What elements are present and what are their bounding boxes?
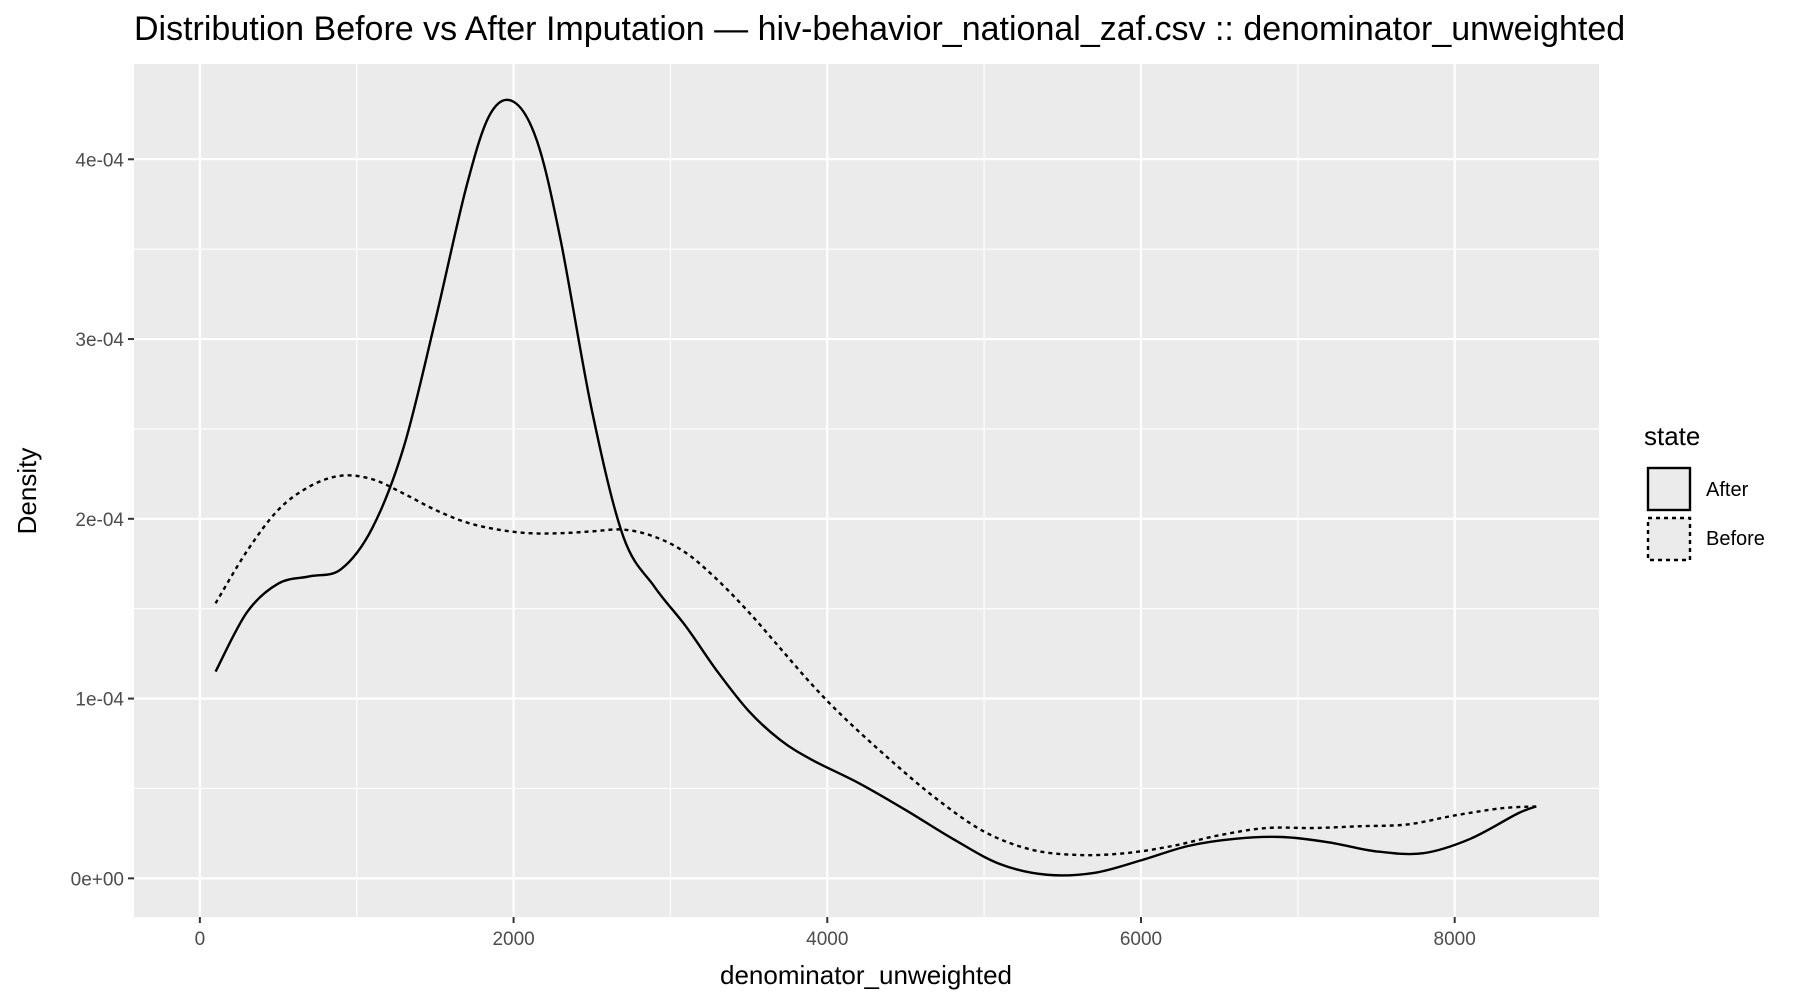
series-lines <box>214 98 1537 877</box>
y-tick-label: 3e-04 <box>75 330 124 351</box>
x-axis: 0 2000 4000 6000 8000 <box>195 917 1476 950</box>
x-tick-label: 4000 <box>806 929 848 950</box>
y-tick-label: 0e+00 <box>71 869 124 890</box>
x-tick-label: 2000 <box>492 929 534 950</box>
legend-item-before: Before <box>1646 516 1765 562</box>
x-tick-label: 0 <box>195 929 206 950</box>
legend-title: state <box>1644 421 1700 451</box>
plot-panel <box>134 64 1599 917</box>
legend-key-after <box>1646 466 1692 512</box>
y-tick-label: 4e-04 <box>75 150 124 171</box>
legend-label-before: Before <box>1706 528 1765 550</box>
chart-title: Distribution Before vs After Imputation … <box>134 10 1625 48</box>
x-tick-label: 8000 <box>1434 929 1476 950</box>
legend-key-before <box>1646 516 1692 562</box>
x-axis-title: denominator_unweighted <box>720 960 1012 990</box>
major-gridlines <box>134 64 1599 917</box>
x-tick-label: 6000 <box>1120 929 1162 950</box>
legend-label-after: After <box>1706 479 1749 501</box>
series-line-after <box>214 98 1537 877</box>
y-tick-label: 2e-04 <box>75 510 124 531</box>
y-axis-title: Density <box>12 448 42 535</box>
y-tick-label: 1e-04 <box>75 690 124 711</box>
legend: state After Before <box>1644 421 1765 562</box>
y-axis: 0e+00 1e-04 2e-04 3e-04 4e-04 <box>71 150 134 890</box>
legend-item-after: After <box>1646 466 1749 512</box>
series-line-before <box>214 474 1537 857</box>
